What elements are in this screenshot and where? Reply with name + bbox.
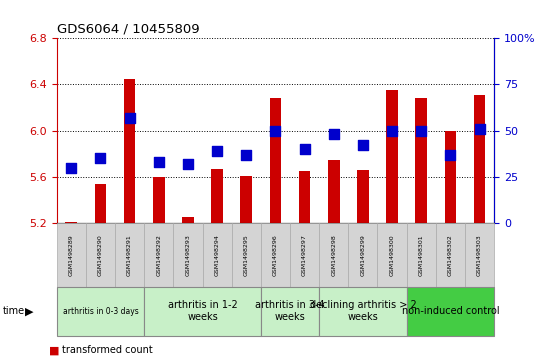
- Bar: [182, 217, 194, 223]
- Bar: [65, 222, 77, 223]
- Point: [359, 143, 367, 148]
- Point: [125, 115, 134, 121]
- Point: [300, 146, 309, 152]
- Point: [154, 159, 163, 165]
- Text: ■: ■: [49, 345, 59, 355]
- Text: GSM1498294: GSM1498294: [214, 234, 220, 276]
- Point: [213, 148, 221, 154]
- Bar: [474, 95, 485, 223]
- Point: [184, 161, 192, 167]
- Text: GSM1498298: GSM1498298: [331, 234, 336, 276]
- Text: GSM1498295: GSM1498295: [244, 234, 249, 276]
- Bar: [240, 176, 252, 223]
- Bar: [386, 90, 398, 223]
- Point: [388, 128, 396, 134]
- Point: [329, 131, 338, 137]
- Text: GSM1498296: GSM1498296: [273, 234, 278, 276]
- Text: GDS6064 / 10455809: GDS6064 / 10455809: [57, 23, 199, 36]
- Text: ▶: ▶: [25, 306, 33, 316]
- Text: GSM1498293: GSM1498293: [185, 234, 191, 276]
- Text: GSM1498299: GSM1498299: [360, 234, 366, 276]
- Bar: [269, 98, 281, 223]
- Text: GSM1498291: GSM1498291: [127, 234, 132, 276]
- Bar: [444, 131, 456, 223]
- Text: non-induced control: non-induced control: [402, 306, 499, 316]
- Text: GSM1498297: GSM1498297: [302, 234, 307, 276]
- Text: GSM1498290: GSM1498290: [98, 234, 103, 276]
- Text: GSM1498300: GSM1498300: [389, 234, 395, 276]
- Text: GSM1498301: GSM1498301: [418, 234, 424, 276]
- Point: [271, 128, 280, 134]
- Text: time: time: [3, 306, 25, 316]
- Bar: [415, 98, 427, 223]
- Bar: [153, 177, 165, 223]
- Bar: [357, 170, 369, 223]
- Bar: [299, 171, 310, 223]
- Point: [475, 126, 484, 132]
- Bar: [328, 160, 340, 223]
- Point: [242, 152, 251, 158]
- Text: arthritis in 0-3 days: arthritis in 0-3 days: [63, 307, 138, 316]
- Text: GSM1498289: GSM1498289: [69, 234, 74, 276]
- Text: declining arthritis > 2
weeks: declining arthritis > 2 weeks: [309, 301, 416, 322]
- Point: [96, 155, 105, 161]
- Point: [417, 128, 426, 134]
- Bar: [124, 79, 136, 223]
- Text: transformed count: transformed count: [62, 345, 153, 355]
- Point: [446, 152, 455, 158]
- Bar: [94, 184, 106, 223]
- Text: arthritis in 1-2
weeks: arthritis in 1-2 weeks: [167, 301, 238, 322]
- Text: GSM1498303: GSM1498303: [477, 234, 482, 276]
- Text: GSM1498292: GSM1498292: [156, 234, 161, 276]
- Text: GSM1498302: GSM1498302: [448, 234, 453, 276]
- Text: arthritis in 3-4
weeks: arthritis in 3-4 weeks: [255, 301, 325, 322]
- Bar: [211, 169, 223, 223]
- Point: [67, 165, 76, 171]
